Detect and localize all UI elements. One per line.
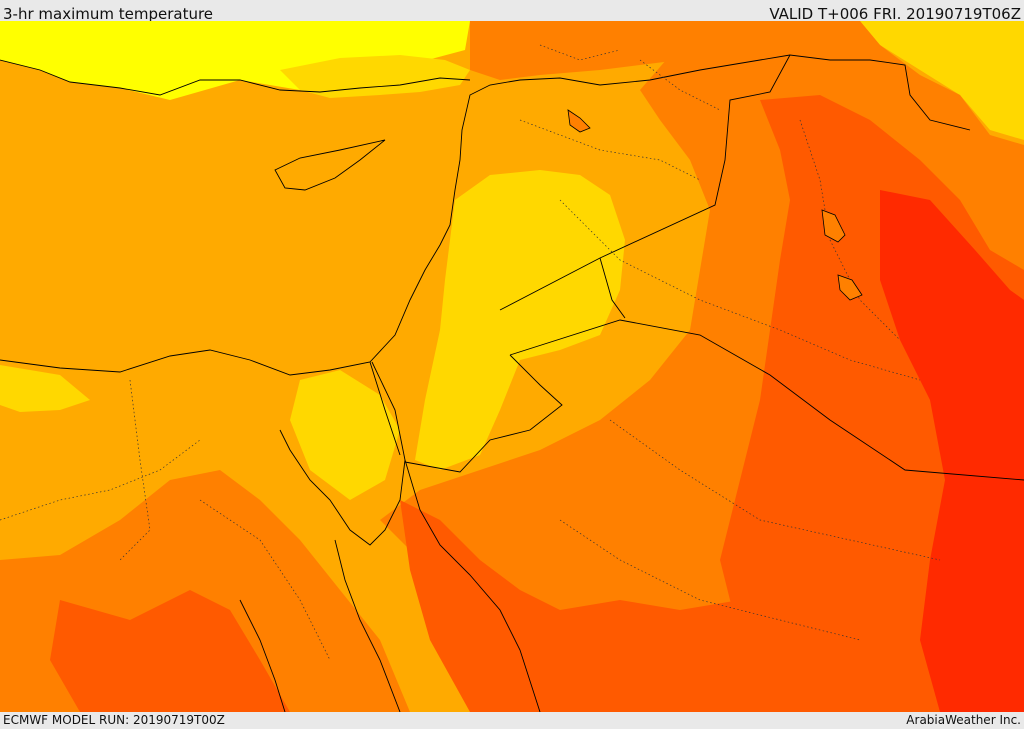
- temperature-band-mild-levant: [415, 170, 625, 470]
- valid-time-label: VALID T+006 FRI. 20190719T06Z: [769, 5, 1021, 21]
- map-footer: ECMWF MODEL RUN: 20190719T00Z ArabiaWeat…: [0, 712, 1024, 729]
- temperature-band-mild-north: [280, 55, 470, 98]
- lakes: [567, 109, 863, 301]
- map-header: 3-hr maximum temperature VALID T+006 FRI…: [0, 0, 1024, 21]
- temperature-band-mild-northeast: [860, 21, 1024, 140]
- temperature-map: [0, 21, 1024, 712]
- temperature-band-mild-sinai: [290, 370, 400, 500]
- temperature-band-very-hot-red-sea-coast: [400, 500, 760, 712]
- credit-label: ArabiaWeather Inc.: [906, 713, 1021, 727]
- coastlines: [0, 54, 791, 712]
- province-boundaries: [0, 44, 941, 661]
- temperature-band-cool-north: [0, 21, 470, 100]
- map-title: 3-hr maximum temperature: [3, 5, 214, 21]
- temperature-band-mild-egypt-coast: [0, 365, 90, 412]
- temperature-band-extreme-iraq: [880, 190, 1024, 712]
- model-run-label: ECMWF MODEL RUN: 20190719T00Z: [3, 713, 225, 727]
- temperature-band-very-hot-nile: [50, 590, 290, 712]
- temperature-band-hot-north: [470, 21, 720, 80]
- country-borders: [369, 54, 1024, 481]
